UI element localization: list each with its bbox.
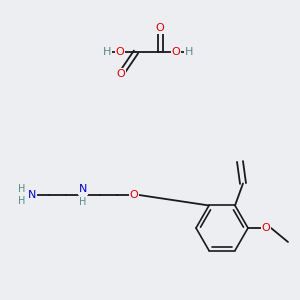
Text: O: O [262,223,270,233]
Text: H: H [185,47,193,57]
Text: H: H [103,47,111,57]
Text: O: O [116,47,124,57]
Text: H: H [18,196,26,206]
Text: O: O [172,47,180,57]
Text: N: N [79,184,87,194]
Text: O: O [130,190,138,200]
Text: O: O [117,69,125,79]
Text: N: N [28,190,36,200]
Text: O: O [156,23,164,33]
Text: H: H [18,184,26,194]
Text: H: H [79,197,87,207]
